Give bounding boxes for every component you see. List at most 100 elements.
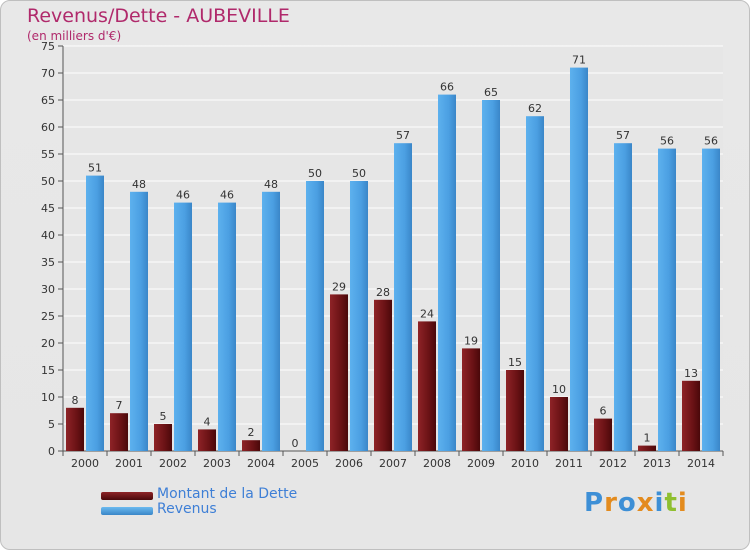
data-label: 24 xyxy=(420,307,434,320)
y-tick-label: 60 xyxy=(41,121,55,134)
chart-title: Revenus/Dette - AUBEVILLE xyxy=(27,5,290,27)
chart-subtitle: (en milliers d'€) xyxy=(27,29,122,43)
x-tick-label: 2001 xyxy=(115,457,143,470)
data-label: 50 xyxy=(308,167,322,180)
bar-revenus xyxy=(394,143,412,451)
data-label: 57 xyxy=(616,129,630,142)
data-label: 56 xyxy=(704,135,718,148)
data-label: 13 xyxy=(684,367,698,380)
data-label: 71 xyxy=(572,54,586,67)
bar-revenus xyxy=(482,100,500,451)
bar-dette xyxy=(374,299,392,451)
data-label: 56 xyxy=(660,135,674,148)
logo-letter: t xyxy=(664,488,678,518)
x-tick-label: 2009 xyxy=(467,457,495,470)
bar-dette xyxy=(594,418,612,451)
x-tick-label: 2005 xyxy=(291,457,319,470)
y-tick-label: 35 xyxy=(41,256,55,269)
legend-swatch-revenus xyxy=(101,507,153,515)
y-tick-label: 40 xyxy=(41,229,55,242)
data-label: 29 xyxy=(332,280,346,293)
legend-label-dette: Montant de la Dette xyxy=(157,486,298,502)
data-label: 46 xyxy=(176,189,190,202)
bar-dette xyxy=(198,429,216,451)
y-tick-label: 0 xyxy=(48,445,55,458)
x-tick-label: 2004 xyxy=(247,457,275,470)
y-tick-label: 70 xyxy=(41,67,55,80)
bar-revenus xyxy=(526,116,544,451)
y-tick-label: 5 xyxy=(48,418,55,431)
bar-dette xyxy=(66,407,84,451)
bar-dette xyxy=(506,370,524,451)
bar-revenus xyxy=(570,67,588,451)
data-label: 28 xyxy=(376,286,390,299)
y-tick-label: 75 xyxy=(41,40,55,53)
x-tick-label: 2006 xyxy=(335,457,363,470)
bar-dette xyxy=(242,440,260,451)
bar-dette xyxy=(330,294,348,451)
bar-dette xyxy=(418,321,436,451)
y-tick-label: 20 xyxy=(41,337,55,350)
data-label: 57 xyxy=(396,129,410,142)
x-tick-label: 2013 xyxy=(643,457,671,470)
data-label: 15 xyxy=(508,356,522,369)
bar-revenus xyxy=(702,148,720,451)
data-label: 8 xyxy=(72,394,79,407)
logo-letter: o xyxy=(617,488,637,518)
y-tick-label: 50 xyxy=(41,175,55,188)
data-label: 2 xyxy=(248,426,255,439)
x-tick-label: 2007 xyxy=(379,457,407,470)
plot-area xyxy=(63,46,723,451)
logo-letter: P xyxy=(584,488,605,518)
data-label: 10 xyxy=(552,383,566,396)
bar-dette xyxy=(638,445,656,451)
y-tick-label: 25 xyxy=(41,310,55,323)
logo-letter: r xyxy=(604,488,618,518)
data-label: 48 xyxy=(132,178,146,191)
data-label: 19 xyxy=(464,334,478,347)
bar-revenus xyxy=(174,202,192,451)
data-label: 48 xyxy=(264,178,278,191)
bar-dette xyxy=(550,397,568,451)
data-label: 4 xyxy=(204,415,211,428)
data-label: 62 xyxy=(528,102,542,115)
x-tick-label: 2014 xyxy=(687,457,715,470)
y-tick-label: 45 xyxy=(41,202,55,215)
bar-revenus xyxy=(658,148,676,451)
data-label: 65 xyxy=(484,86,498,99)
data-label: 1 xyxy=(644,432,651,445)
data-label: 51 xyxy=(88,162,102,175)
proxiti-logo: Proxiti xyxy=(584,488,694,528)
bar-revenus xyxy=(218,202,236,451)
bar-dette xyxy=(110,413,128,451)
data-label: 0 xyxy=(292,437,299,450)
bar-revenus xyxy=(86,175,104,451)
x-tick-label: 2012 xyxy=(599,457,627,470)
data-label: 6 xyxy=(600,405,607,418)
logo-letter: i xyxy=(654,488,665,518)
legend-label-revenus: Revenus xyxy=(157,501,217,517)
x-tick-label: 2002 xyxy=(159,457,187,470)
bar-revenus xyxy=(262,191,280,452)
logo-letter: i xyxy=(677,488,688,518)
y-tick-label: 10 xyxy=(41,391,55,404)
logo-letter: x xyxy=(636,488,655,518)
x-tick-label: 2003 xyxy=(203,457,231,470)
bar-dette xyxy=(462,348,480,451)
bar-revenus xyxy=(614,143,632,451)
x-tick-label: 2011 xyxy=(555,457,583,470)
data-label: 7 xyxy=(116,399,123,412)
y-tick-label: 55 xyxy=(41,148,55,161)
data-label: 46 xyxy=(220,189,234,202)
bar-revenus xyxy=(130,191,148,452)
bar-dette xyxy=(154,424,172,451)
bar-revenus xyxy=(350,181,368,451)
data-label: 5 xyxy=(160,410,167,423)
y-tick-label: 15 xyxy=(41,364,55,377)
y-tick-label: 65 xyxy=(41,94,55,107)
y-tick-label: 30 xyxy=(41,283,55,296)
legend-swatch-dette xyxy=(101,492,153,500)
x-tick-label: 2000 xyxy=(71,457,99,470)
